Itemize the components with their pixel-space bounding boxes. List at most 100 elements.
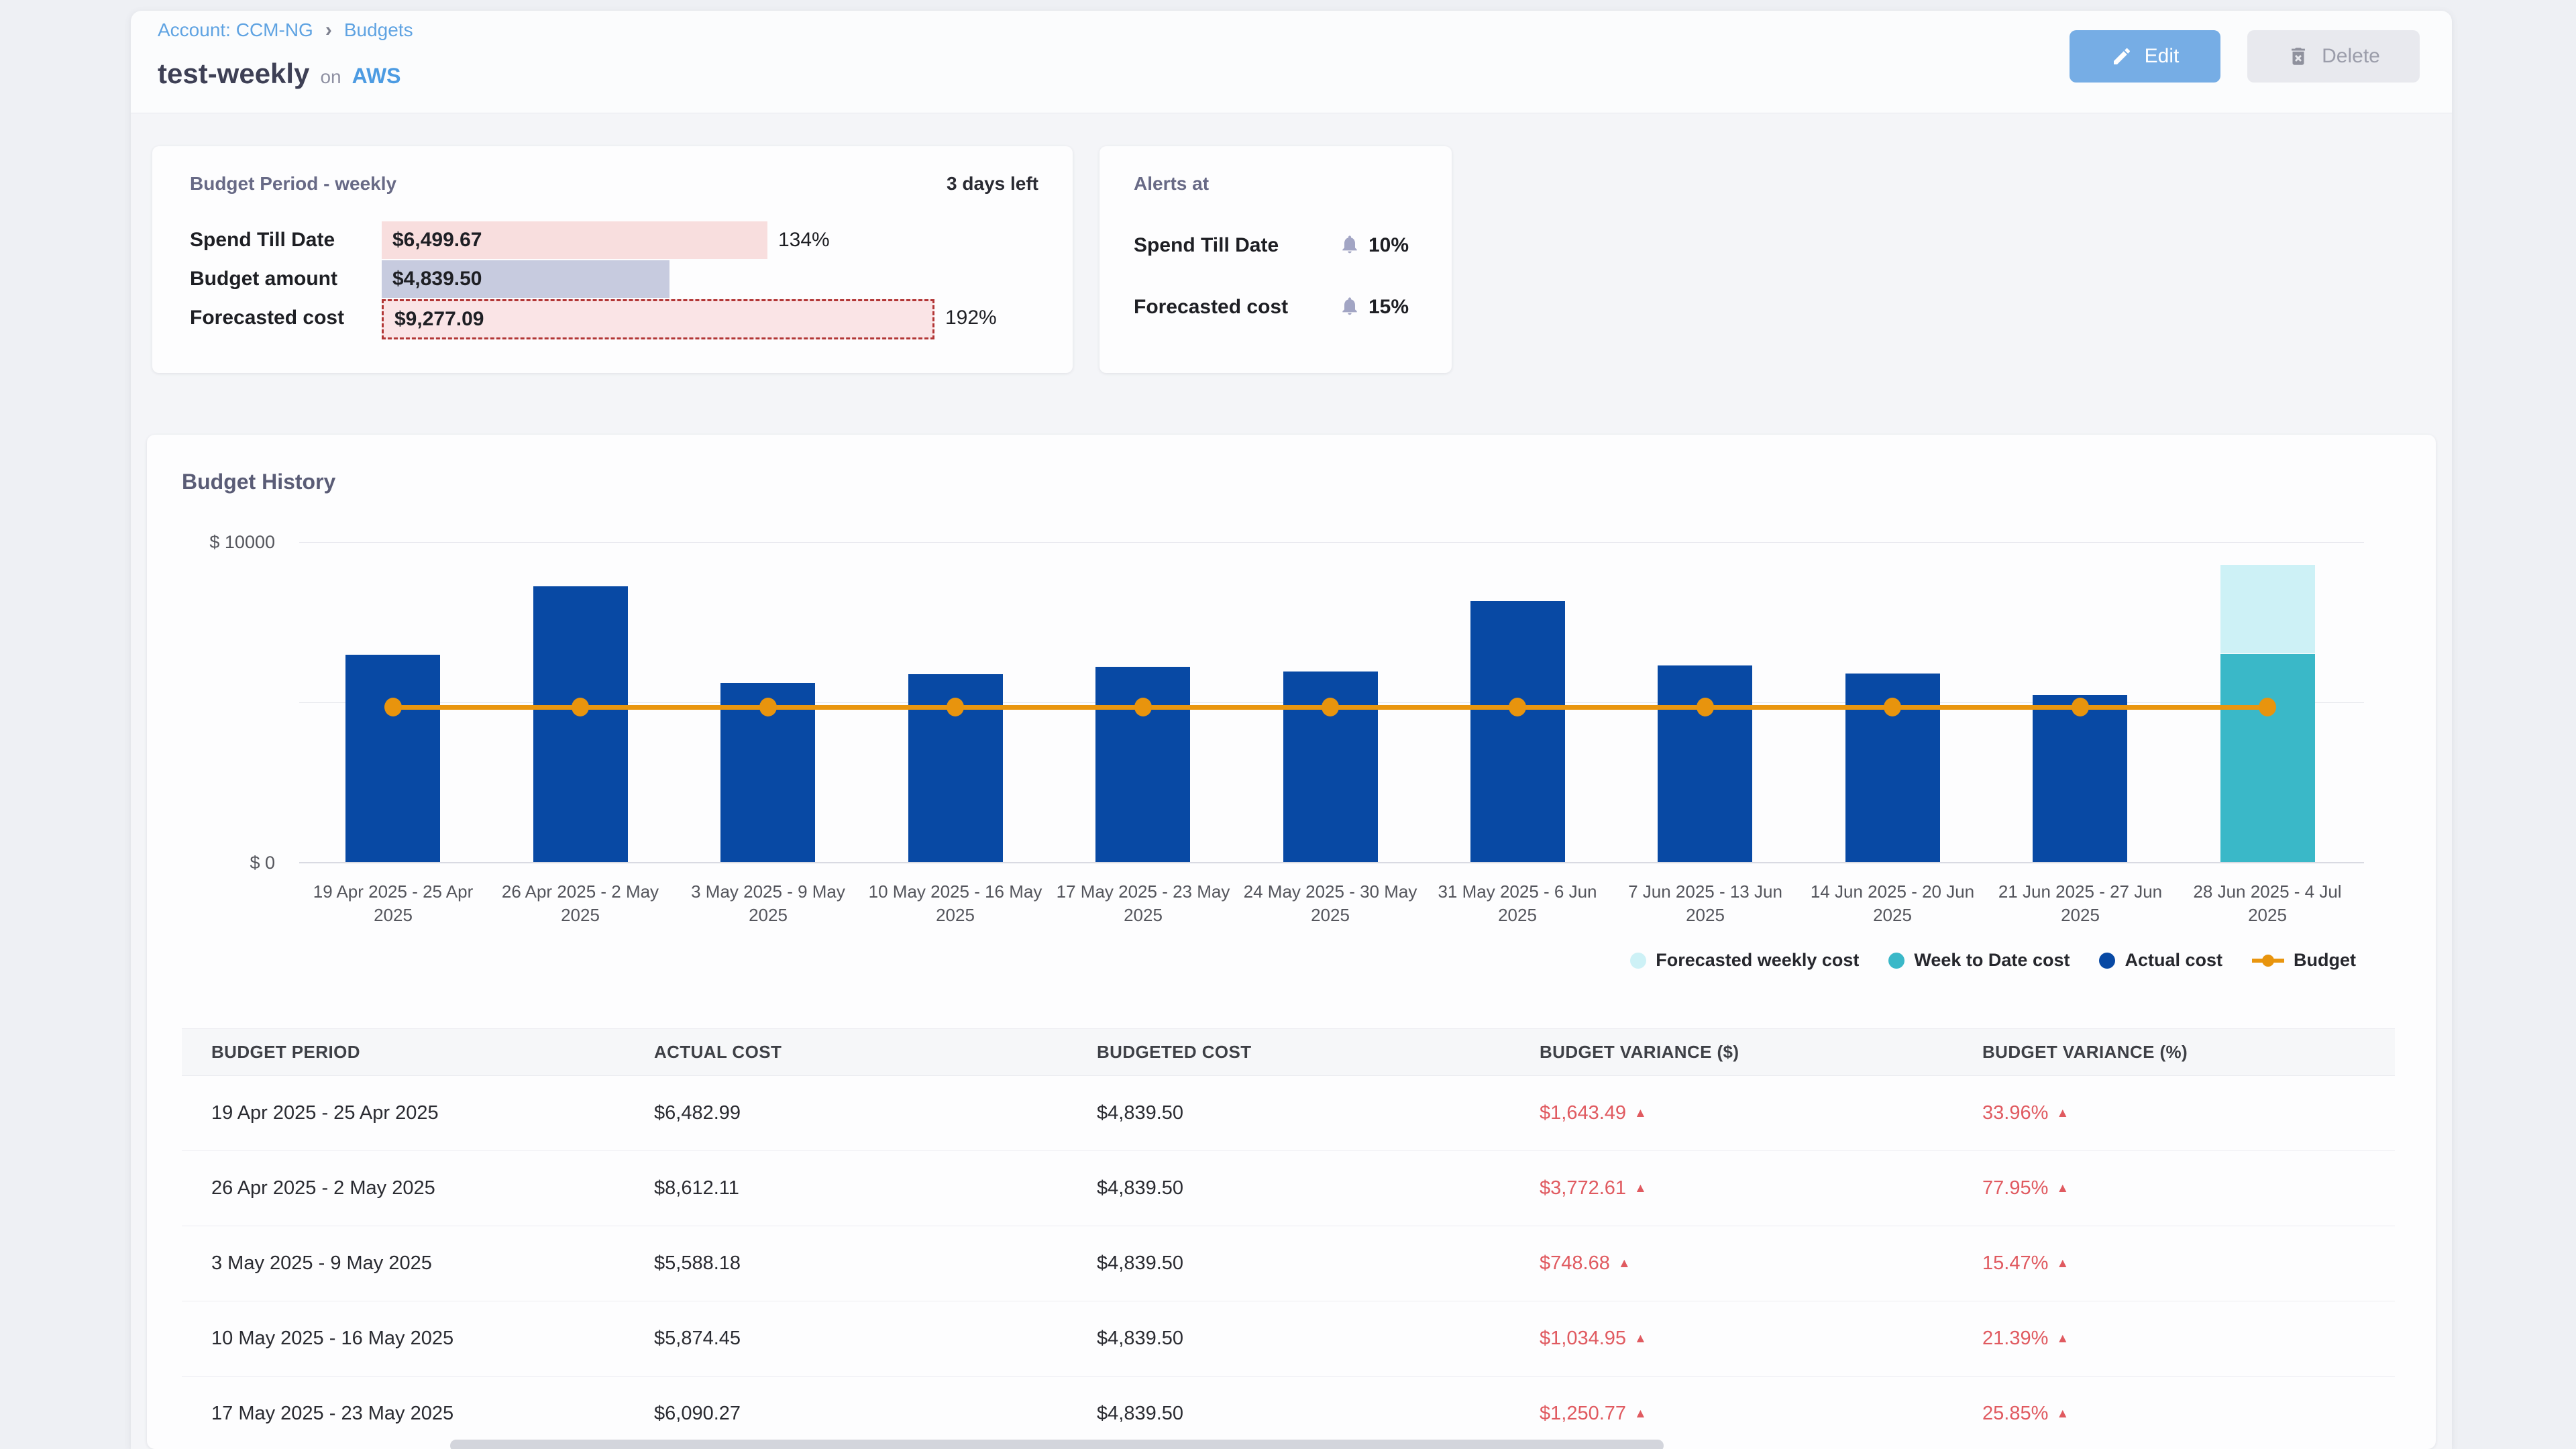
trend-up-icon: ▲ [2056, 1106, 2070, 1120]
legend-label: Week to Date cost [1914, 950, 2070, 970]
page-title: test-weekly [158, 58, 310, 89]
x-axis-label: 24 May 2025 - 30 May 2025 [1243, 881, 1417, 925]
summary-row-label: Spend Till Date [190, 229, 335, 251]
trend-up-icon: ▲ [1634, 1181, 1647, 1195]
days-left-label: 3 days left [947, 173, 1038, 194]
budget-history-table: BUDGET PERIOD ACTUAL COST BUDGETED COST BUD… [182, 1028, 2395, 1449]
budget-line-marker[interactable] [947, 698, 964, 716]
legend-label: Actual cost [2125, 950, 2223, 970]
cell-budget-period: 17 May 2025 - 23 May 2025 [211, 1403, 454, 1424]
page-title-row: test-weekly on AWS [158, 58, 401, 90]
summary-row-value: $6,499.67 [392, 229, 482, 251]
summary-row-value: $4,839.50 [392, 268, 482, 290]
x-axis-label: 3 May 2025 - 9 May 2025 [691, 881, 845, 925]
alerts-card-title: Alerts at [1134, 173, 1210, 194]
actual-cost-bar[interactable] [1095, 667, 1190, 862]
x-axis-label: 19 Apr 2025 - 25 Apr 2025 [313, 881, 474, 925]
table-header-cell: BUDGET VARIANCE ($) [1540, 1042, 1739, 1062]
actual-cost-bar[interactable] [1470, 601, 1565, 862]
cell-budget-period: 3 May 2025 - 9 May 2025 [211, 1252, 432, 1274]
breadcrumb-budgets-link[interactable]: Budgets [343, 19, 413, 40]
legend-color-dot [1630, 952, 1647, 969]
cell-budgeted-cost: $4,839.50 [1097, 1403, 1184, 1424]
cell-budget-variance-pct: 15.47% ▲ [1982, 1252, 2070, 1274]
table-row: 26 Apr 2025 - 2 May 2025 $8,612.11 $4,839.… [182, 1151, 2395, 1226]
cell-budget-variance-pct: 33.96% ▲ [1982, 1102, 2070, 1124]
on-label: on [320, 66, 341, 87]
trend-up-icon: ▲ [1634, 1332, 1647, 1346]
x-axis-label: 14 Jun 2025 - 20 Jun 2025 [1810, 881, 1975, 925]
summary-row-bar: $9,277.09 [382, 299, 934, 339]
actual-cost-bar[interactable] [1658, 665, 1752, 862]
legend-item-budget[interactable]: Budget [2252, 950, 2356, 971]
cell-actual-cost: $8,612.11 [654, 1177, 739, 1199]
summary-row-label: Forecasted cost [190, 307, 345, 329]
alert-row: Spend Till Date 10% [1099, 225, 1452, 266]
budget-line-marker[interactable] [1509, 698, 1526, 716]
trend-up-icon: ▲ [2056, 1256, 2070, 1271]
table-header-cell: BUDGET PERIOD [211, 1042, 360, 1062]
actual-cost-bar[interactable] [2033, 695, 2127, 862]
pencil-icon [2111, 46, 2133, 67]
alert-threshold-value: 15% [1368, 296, 1409, 318]
breadcrumb-account-link[interactable]: Account: CCM-NG [158, 19, 313, 40]
budget-line-marker[interactable] [1322, 698, 1339, 716]
trend-up-icon: ▲ [2056, 1332, 2070, 1346]
legend-color-dot [1888, 952, 1905, 969]
summary-row-percent: 192% [945, 307, 997, 329]
budget-history-card [147, 435, 2436, 1449]
actual-cost-bar[interactable] [533, 586, 628, 862]
legend-item-week-to-date-cost[interactable]: Week to Date cost [1888, 950, 2070, 971]
budget-line-marker[interactable] [2072, 698, 2089, 716]
budget-line-marker[interactable] [572, 698, 589, 716]
y-axis-label-top: $ 10000 [209, 532, 275, 552]
week-to-date-cost-bar[interactable] [2220, 654, 2315, 862]
x-axis-label: 21 Jun 2025 - 27 Jun 2025 [1998, 881, 2163, 925]
summary-row-bar: $6,499.67 [382, 221, 767, 259]
legend-item-forecasted-weekly-cost[interactable]: Forecasted weekly cost [1630, 950, 1859, 971]
y-axis-label-bottom: $ 0 [250, 853, 275, 873]
summary-row-percent: 134% [778, 229, 830, 251]
trend-up-icon: ▲ [1634, 1407, 1647, 1421]
trend-up-icon: ▲ [2056, 1181, 2070, 1195]
table-row: 17 May 2025 - 23 May 2025 $6,090.27 $4,839… [182, 1377, 2395, 1449]
legend-line-dot [2262, 954, 2275, 967]
trend-up-icon: ▲ [1634, 1106, 1647, 1120]
legend-item-actual-cost[interactable]: Actual cost [2099, 950, 2222, 971]
table-body: 19 Apr 2025 - 25 Apr 2025 $6,482.99 $4,839… [182, 1076, 2395, 1449]
budget-line-marker[interactable] [759, 698, 777, 716]
x-axis-label: 17 May 2025 - 23 May 2025 [1056, 881, 1230, 925]
cell-budgeted-cost: $4,839.50 [1097, 1102, 1184, 1124]
cell-budget-variance-usd: $1,250.77 ▲ [1540, 1403, 1647, 1424]
budget-period-card: Budget Period - weekly 3 days left Spend… [152, 146, 1073, 373]
trend-up-icon: ▲ [1617, 1256, 1631, 1271]
budget-summary-row: Forecasted cost $9,277.09 192% [152, 299, 1073, 339]
budget-line-marker[interactable] [1697, 698, 1714, 716]
trash-icon [2287, 45, 2310, 68]
horizontal-scrollbar-thumb[interactable] [450, 1440, 1664, 1449]
alerts-rows: Spend Till Date 10% Forecasted cost 15% [1099, 225, 1452, 349]
budget-line-marker[interactable] [384, 698, 402, 716]
summary-row-label: Budget amount [190, 268, 337, 290]
budget-line-marker[interactable] [1884, 698, 1901, 716]
x-axis-label: 28 Jun 2025 - 4 Jul 2025 [2193, 881, 2342, 925]
delete-button[interactable]: Delete [2247, 30, 2420, 83]
chevron-right-icon: › [325, 19, 332, 41]
actual-cost-bar[interactable] [345, 655, 440, 862]
bell-icon [1339, 295, 1360, 320]
table-header-cell: BUDGET VARIANCE (%) [1982, 1042, 2188, 1062]
cell-budget-period: 19 Apr 2025 - 25 Apr 2025 [211, 1102, 439, 1124]
budget-line-marker[interactable] [1134, 698, 1152, 716]
cell-actual-cost: $6,482.99 [654, 1102, 741, 1124]
breadcrumb: Account: CCM-NG › Budgets [158, 19, 413, 42]
cell-budget-variance-pct: 21.39% ▲ [1982, 1328, 2070, 1349]
budget-line-marker[interactable] [2259, 698, 2276, 716]
budget-history-title: Budget History [182, 470, 336, 494]
forecasted-weekly-cost-bar[interactable] [2220, 565, 2315, 653]
edit-button[interactable]: Edit [2070, 30, 2220, 83]
chart-legend: Forecasted weekly cost Week to Date cost A… [1630, 950, 2356, 971]
table-header-row: BUDGET PERIOD ACTUAL COST BUDGETED COST BUD… [182, 1028, 2395, 1076]
cell-budgeted-cost: $4,839.50 [1097, 1252, 1184, 1274]
cell-budgeted-cost: $4,839.50 [1097, 1177, 1184, 1199]
